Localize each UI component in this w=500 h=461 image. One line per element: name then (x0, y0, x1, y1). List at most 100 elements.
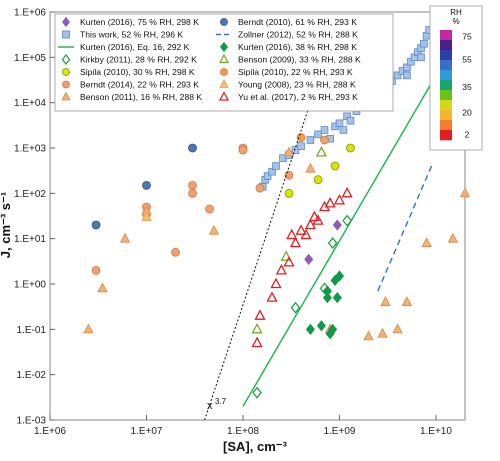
colorbar-segment (440, 80, 452, 91)
data-point (314, 130, 322, 139)
colorbar-segment (440, 110, 452, 121)
data-point (266, 291, 278, 302)
y-tick-label: 1.E-02 (17, 370, 47, 381)
x-tick-label: 1.E+09 (323, 426, 355, 437)
series (83, 146, 471, 341)
data-point (403, 71, 411, 80)
data-point (141, 211, 152, 221)
y-tick-label: 1.E+03 (14, 144, 46, 155)
legend-item: Berndt (2014), 22 % RH, 293 K (62, 80, 199, 90)
data-point (330, 161, 340, 171)
data-marks (83, 26, 471, 421)
colorbar-segment (440, 50, 452, 61)
x-tick-label: 1.E+07 (130, 426, 162, 437)
legend-item: Yu et al. (2017), 2 % RH, 293 K (218, 91, 358, 102)
data-point (315, 146, 327, 157)
legend: Kurten (2016), 75 % RH, 298 K This work, … (54, 13, 394, 112)
series (242, 75, 437, 407)
colorbar-tick-label: 20 (462, 108, 472, 118)
data-point (341, 186, 353, 198)
y-tick-label: 1.E+04 (14, 98, 46, 109)
legend-label: Berndt (2010), 61 % RH, 293 K (238, 17, 357, 27)
data-point (205, 204, 214, 214)
legend-item: This work, 52 % RH, 296 K (62, 30, 183, 40)
data-point (328, 323, 338, 335)
colorbar-unit: % (452, 17, 459, 26)
rh-colorbar: RH % 75 55 35 20 2 (429, 5, 483, 151)
data-point (61, 53, 71, 66)
y-tick-label: 1.E+02 (14, 189, 46, 200)
colorbar-title: RH (450, 8, 462, 17)
series-line (242, 75, 437, 407)
data-point (312, 214, 324, 225)
legend-item: Benson (2009), 33 % RH, 288 K (218, 53, 361, 65)
data-point (297, 142, 305, 150)
data-point (283, 146, 295, 157)
data-point (61, 16, 71, 28)
data-point (208, 224, 220, 235)
data-point (119, 232, 131, 243)
data-point (318, 200, 331, 212)
data-point (421, 237, 432, 247)
data-point (251, 336, 263, 348)
y-axis-title: J, cm⁻³ s⁻¹ (0, 192, 13, 258)
x-axis-ticks: 1.E+06 1.E+07 1.E+08 1.E+09 1.E+10 (34, 415, 452, 437)
data-point (401, 296, 413, 306)
series (141, 211, 152, 221)
legend-label: Benson (2009), 33 % RH, 288 K (238, 55, 361, 65)
series (377, 165, 433, 292)
y-tick-label: 1.E+06 (14, 8, 46, 19)
data-point (289, 236, 302, 248)
legend-label: Berndt (2014), 22 % RH, 293 K (80, 80, 199, 90)
series (251, 186, 353, 348)
data-point (332, 219, 342, 231)
data-point (62, 80, 70, 89)
data-point (392, 323, 403, 334)
series (305, 270, 344, 340)
legend-item: Zollner (2012), 52 % RH, 288 K (216, 30, 358, 40)
data-point (322, 285, 332, 297)
data-point (313, 175, 323, 185)
data-point (459, 187, 471, 198)
data-point (263, 172, 272, 180)
data-point (220, 18, 228, 26)
series (304, 219, 342, 265)
y-tick-label: 1.E-03 (17, 416, 47, 427)
data-point (219, 41, 229, 53)
legend-item: Kurten (2016), 38 % RH, 298 K (219, 41, 357, 53)
power-law-annotation: x (207, 400, 213, 412)
legend-item: Kurten (2016), Eq. 16, 292 K (58, 42, 190, 52)
legend-item: Sipila (2010), 22 % RH, 293 K (220, 67, 353, 77)
data-point (300, 228, 312, 240)
colorbar-segment (440, 100, 452, 111)
x-tick-label: 1.E+08 (227, 426, 259, 437)
colorbar-segment (440, 40, 452, 51)
data-point (286, 228, 298, 240)
data-point (420, 39, 428, 48)
data-point (238, 145, 248, 155)
legend-label: Kurten (2016), 38 % RH, 298 K (238, 42, 357, 52)
data-point (188, 143, 197, 153)
series (296, 133, 306, 142)
colorbar-tick-label: 2 (465, 130, 470, 140)
y-tick-label: 1.E+05 (14, 53, 46, 64)
series (91, 135, 329, 275)
data-point (275, 263, 287, 275)
data-point (62, 30, 70, 39)
data-point (219, 79, 229, 88)
data-point (335, 119, 344, 128)
legend-item: Kirkby (2011), 28 % RH, 292 K (61, 53, 197, 66)
data-point (220, 68, 228, 76)
data-point (393, 71, 402, 80)
y-tick-label: 1.E-01 (17, 325, 47, 336)
legend-item: Berndt (2010), 61 % RH, 293 K (220, 17, 357, 27)
legend-label: Kurten (2016), Eq. 16, 292 K (80, 42, 190, 52)
data-point (342, 214, 352, 227)
legend-item: Young (2008), 23 % RH, 288 K (219, 79, 356, 90)
series (284, 143, 355, 198)
data-point (270, 277, 282, 289)
data-point (171, 247, 180, 257)
x-tick-label: 1.E+10 (420, 426, 452, 437)
colorbar-segment (440, 120, 452, 131)
